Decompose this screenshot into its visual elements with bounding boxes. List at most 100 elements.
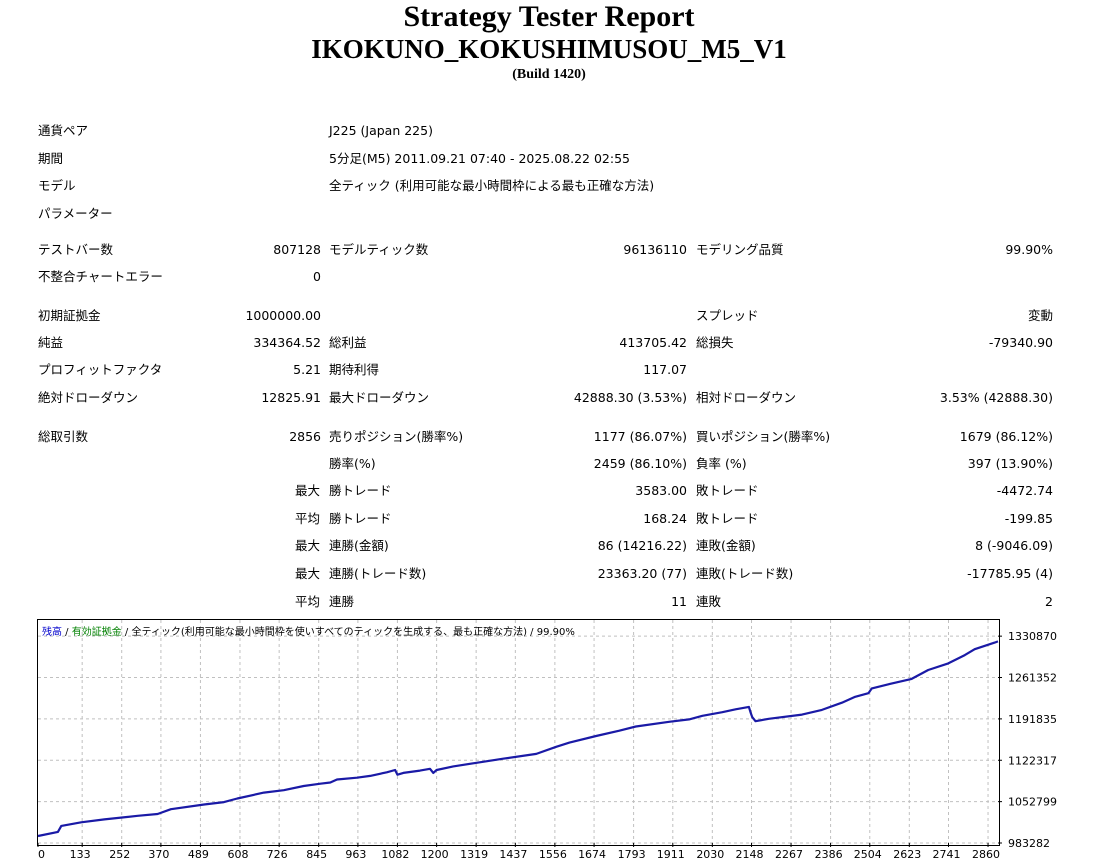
avg-loss-label: 敗トレード [696,511,759,526]
avg-consec-losses-value: 2 [1045,594,1053,609]
y-tick-label: 1261352 [1008,672,1057,685]
x-tick-label: 845 [306,848,327,861]
x-tick-label: 2741 [933,848,961,861]
net-value: 334364.52 [253,335,321,350]
quality-label: モデリング品質 [696,242,784,257]
symbol-label: 通貨ペア [38,123,89,138]
balance-chart [37,619,1000,846]
gross-loss-label: 総損失 [696,335,734,350]
payoff-label: 期待利得 [329,362,380,377]
max-consec-wins-value: 86 (14216.22) [597,538,687,553]
x-tick-label: 252 [109,848,130,861]
deposit-label: 初期証拠金 [38,308,101,323]
x-tick-label: 2860 [972,848,1000,861]
win-rate-label: 勝率(%) [329,456,376,471]
params-label: パラメーター [38,206,113,221]
avg-label-1: 平均 [294,511,320,526]
legend-model: 全ティック(利用可能な最小時間枠を使いすべてのティックを生成する、最も正確な方法… [131,627,527,638]
avg-consec-losses-label: 連敗 [696,594,722,609]
legend-balance: 残高 [42,627,62,638]
largest-loss-value: -4472.74 [996,483,1053,498]
long-label: 買いポジション(勝率%) [696,429,831,444]
x-tick-label: 726 [267,848,288,861]
payoff-value: 117.07 [643,362,687,377]
short-value: 1177 (86.07%) [593,429,687,444]
x-tick-label: 608 [227,848,248,861]
chart-legend: 残高 / 有効証拠金 / 全ティック(利用可能な最小時間枠を使いすべてのティック… [42,623,575,638]
quality-value: 99.90% [1005,242,1053,257]
loss-rate-label: 負率 (%) [696,456,747,471]
x-tick-label: 1319 [460,848,488,861]
max-consec-loss-value: -17785.95 (4) [967,566,1053,581]
x-tick-label: 2386 [815,848,843,861]
y-tick-label: 1191835 [1008,713,1057,726]
avg-consec-wins-label: 連勝 [329,594,355,609]
max-consec-loss-label: 連敗(トレード数) [696,566,794,581]
avg-loss-value: -199.85 [1004,511,1053,526]
x-tick-label: 2623 [893,848,921,861]
gross-loss-value: -79340.90 [988,335,1053,350]
loss-rate-value: 397 (13.90%) [967,456,1053,471]
max-consec-wins-label: 連勝(金額) [329,538,389,553]
x-tick-label: 0 [38,848,45,861]
x-tick-label: 1911 [657,848,685,861]
gross-profit-label: 総利益 [329,335,367,350]
symbol-value: J225 (Japan 225) [329,123,433,138]
pf-value: 5.21 [293,362,321,377]
y-tick-label: 983282 [1008,837,1050,850]
model-value: 全ティック (利用可能な最小時間枠による最も正確な方法) [329,178,655,193]
mismatch-value: 0 [313,269,321,284]
x-tick-label: 1674 [578,848,606,861]
x-tick-label: 1437 [499,848,527,861]
largest-win-value: 3583.00 [635,483,687,498]
period-label: 期間 [38,151,64,166]
y-tick-label: 1052799 [1008,796,1057,809]
trades-label: 総取引数 [38,429,89,444]
model-label: モデル [38,178,76,193]
ea-name: IKOKUNO_KOKUSHIMUSOU_M5_V1 [311,34,787,64]
deposit-value: 1000000.00 [245,308,321,323]
net-label: 純益 [38,335,64,350]
short-label: 売りポジション(勝率%) [329,429,464,444]
largest-loss-label: 敗トレード [696,483,759,498]
spread-label: スプレッド [696,308,759,323]
ticks-label: モデルティック数 [329,242,429,257]
legend-quality: 99.90% [536,627,575,638]
max-consec-profit-value: 23363.20 (77) [597,566,687,581]
x-tick-label: 2504 [854,848,882,861]
x-tick-label: 1200 [421,848,449,861]
avg-consec-wins-value: 11 [671,594,687,609]
y-tick-label: 1330870 [1008,630,1057,643]
max-consec-losses-label: 連敗(金額) [696,538,756,553]
gross-profit-value: 413705.42 [619,335,687,350]
bars-label: テストバー数 [38,242,114,257]
x-tick-label: 1556 [539,848,567,861]
rel-dd-value: 3.53% (42888.30) [939,390,1053,405]
period-value: 5分足(M5) 2011.09.21 07:40 - 2025.08.22 02… [329,151,631,166]
abs-dd-value: 12825.91 [261,390,321,405]
x-tick-label: 370 [148,848,169,861]
legend-equity: 有効証拠金 [71,627,122,638]
trades-value: 2856 [289,429,321,444]
long-value: 1679 (86.12%) [959,429,1053,444]
x-tick-label: 963 [345,848,366,861]
ticks-value: 96136110 [623,242,687,257]
report-title: Strategy Tester Report [403,0,695,33]
x-tick-label: 489 [188,848,209,861]
balance-line [37,640,999,838]
bars-value: 807128 [273,242,321,257]
avg-win-label: 勝トレード [329,511,392,526]
pf-label: プロフィットファクタ [38,362,163,377]
y-tick-label: 1122317 [1008,754,1057,767]
mismatch-label: 不整合チャートエラー [38,269,163,284]
spread-value: 変動 [1027,308,1053,323]
max-consec-profit-label: 連勝(トレード数) [329,566,427,581]
max-dd-label: 最大ドローダウン [329,390,430,405]
legend-sep-1: / [62,627,72,638]
largest-win-label: 勝トレード [329,483,392,498]
win-rate-value: 2459 (86.10%) [593,456,687,471]
x-tick-label: 2267 [775,848,803,861]
legend-sep-2: / [121,627,132,638]
max-consec-losses-value: 8 (-9046.09) [975,538,1053,553]
